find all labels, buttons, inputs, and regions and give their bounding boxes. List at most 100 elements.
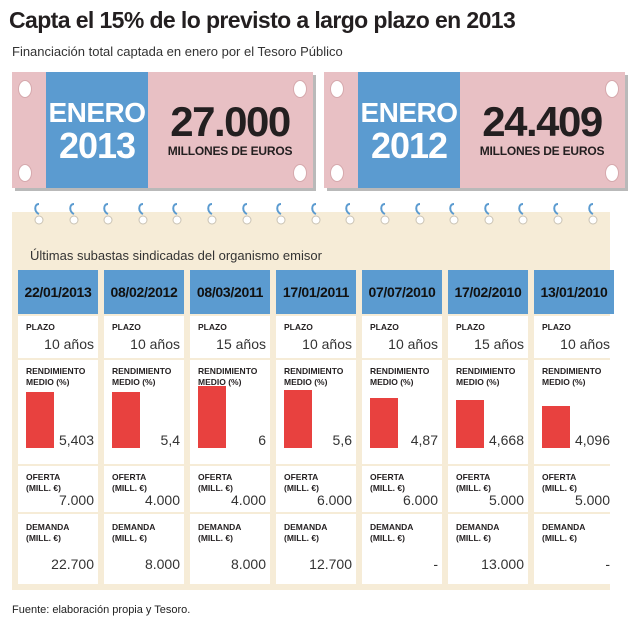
plazo-label: PLAZO	[198, 322, 227, 332]
demanda-label: DEMANDA (MILL. €)	[456, 522, 500, 543]
yield-value-label: 4,87	[410, 432, 438, 448]
spiral-ring-icon	[447, 202, 461, 228]
demanda-label: DEMANDA (MILL. €)	[198, 522, 242, 543]
spiral-ring-icon	[101, 202, 115, 228]
ticket-unit: MILLONES DE EUROS	[479, 144, 605, 158]
demanda-cell: DEMANDA (MILL. €) 13.000	[448, 514, 528, 584]
auction-date: 08/02/2012	[104, 270, 184, 314]
auction-column: 07/07/2010 PLAZO 10 años RENDIMIENTO MEDIO …	[362, 270, 442, 586]
spiral-ring-icon	[309, 202, 323, 228]
rendimiento-cell: RENDIMIENTO MEDIO (%) 6	[190, 360, 270, 464]
demanda-value: 8.000	[230, 556, 266, 572]
ticket-year: 2013	[58, 125, 136, 166]
auction-column: 13/01/2010 PLAZO 10 años RENDIMIENTO MEDIO …	[534, 270, 614, 586]
oferta-cell: OFERTA (MILL. €) 6.000	[362, 466, 442, 512]
yield-bar	[112, 392, 140, 448]
oferta-cell: OFERTA (MILL. €) 7.000	[18, 466, 98, 512]
plazo-value: 10 años	[44, 336, 94, 352]
demanda-label: DEMANDA (MILL. €)	[284, 522, 328, 543]
spiral-ring-icon	[482, 202, 496, 228]
spiral-ring-icon	[551, 202, 565, 228]
auction-date: 17/02/2010	[448, 270, 528, 314]
auction-date: 22/01/2013	[18, 270, 98, 314]
yield-value-label: 6	[258, 432, 266, 448]
ticket-notch	[605, 164, 619, 182]
rendimiento-label: RENDIMIENTO MEDIO (%)	[456, 366, 516, 387]
spiral-ring-icon	[274, 202, 288, 228]
demanda-value: 22.700	[51, 556, 94, 572]
plazo-cell: PLAZO 10 años	[104, 316, 184, 358]
rendimiento-label: RENDIMIENTO MEDIO (%)	[112, 366, 172, 387]
demanda-value: -	[433, 556, 438, 572]
rendimiento-cell: RENDIMIENTO MEDIO (%) 5,4	[104, 360, 184, 464]
page-subtitle: Financiación total captada en enero por …	[12, 44, 343, 59]
spiral-ring-icon	[136, 202, 150, 228]
yield-bar	[26, 392, 54, 448]
oferta-label: OFERTA (MILL. €)	[112, 472, 147, 493]
demanda-value: -	[605, 556, 610, 572]
demanda-value: 13.000	[481, 556, 524, 572]
plazo-value: 10 años	[388, 336, 438, 352]
plazo-label: PLAZO	[112, 322, 141, 332]
ticket-amount: 27.000	[170, 98, 291, 145]
spiral-ring-icon	[586, 202, 600, 228]
page-title: Capta el 15% de lo previsto a largo plaz…	[9, 7, 516, 33]
ticket-notch	[330, 164, 344, 182]
source-note: Fuente: elaboración propia y Tesoro.	[12, 604, 191, 616]
rendimiento-cell: RENDIMIENTO MEDIO (%) 4,87	[362, 360, 442, 464]
oferta-label: OFERTA (MILL. €)	[370, 472, 405, 493]
ticket-notch	[293, 164, 307, 182]
rendimiento-label: RENDIMIENTO MEDIO (%)	[284, 366, 344, 387]
oferta-value: 7.000	[58, 492, 94, 508]
auction-column: 17/02/2010 PLAZO 15 años RENDIMIENTO MEDIO …	[448, 270, 528, 586]
spiral-ring-icon	[378, 202, 392, 228]
spiral-ring-icon	[343, 202, 357, 228]
auction-date: 17/01/2011	[276, 270, 356, 314]
yield-value-label: 4,668	[488, 432, 524, 448]
demanda-label: DEMANDA (MILL. €)	[370, 522, 414, 543]
demanda-cell: DEMANDA (MILL. €) 8.000	[190, 514, 270, 584]
yield-value-label: 4,096	[574, 432, 610, 448]
ticket-enero-2013: ENERO 2013 27.000 MILLONES DE EUROS	[12, 72, 313, 188]
yield-bar	[370, 398, 398, 448]
demanda-cell: DEMANDA (MILL. €) 8.000	[104, 514, 184, 584]
plazo-label: PLAZO	[456, 322, 485, 332]
auction-date: 13/01/2010	[534, 270, 614, 314]
rendimiento-label: RENDIMIENTO MEDIO (%)	[26, 366, 86, 387]
demanda-cell: DEMANDA (MILL. €) -	[534, 514, 614, 584]
plazo-label: PLAZO	[370, 322, 399, 332]
notebook-caption: Últimas subastas sindicadas del organism…	[30, 248, 322, 263]
ticket-unit: MILLONES DE EUROS	[167, 144, 293, 158]
rendimiento-cell: RENDIMIENTO MEDIO (%) 5,403	[18, 360, 98, 464]
plazo-value: 15 años	[216, 336, 266, 352]
plazo-label: PLAZO	[542, 322, 571, 332]
oferta-value: 4.000	[230, 492, 266, 508]
oferta-cell: OFERTA (MILL. €) 5.000	[448, 466, 528, 512]
auction-column: 08/02/2012 PLAZO 10 años RENDIMIENTO MEDIO …	[104, 270, 184, 586]
rendimiento-cell: RENDIMIENTO MEDIO (%) 4,668	[448, 360, 528, 464]
ticket-year: 2012	[370, 125, 448, 166]
rendimiento-label: RENDIMIENTO MEDIO (%)	[542, 366, 602, 387]
yield-value-label: 5,403	[58, 432, 94, 448]
ticket-label: ENERO	[360, 97, 458, 128]
auction-column: 17/01/2011 PLAZO 10 años RENDIMIENTO MEDIO …	[276, 270, 356, 586]
plazo-cell: PLAZO 15 años	[190, 316, 270, 358]
oferta-value: 5.000	[488, 492, 524, 508]
auction-date: 07/07/2010	[362, 270, 442, 314]
spiral-ring-icon	[516, 202, 530, 228]
rendimiento-cell: RENDIMIENTO MEDIO (%) 5,6	[276, 360, 356, 464]
auction-column: 08/03/2011 PLAZO 15 años RENDIMIENTO MEDIO …	[190, 270, 270, 586]
auction-date: 08/03/2011	[190, 270, 270, 314]
rendimiento-label: RENDIMIENTO MEDIO (%)	[198, 366, 258, 387]
yield-bar	[542, 406, 570, 448]
spiral-ring-icon	[413, 202, 427, 228]
auction-column: 22/01/2013 PLAZO 10 años RENDIMIENTO MEDIO …	[18, 270, 98, 586]
oferta-label: OFERTA (MILL. €)	[198, 472, 233, 493]
plazo-label: PLAZO	[284, 322, 313, 332]
plazo-cell: PLAZO 15 años	[448, 316, 528, 358]
oferta-value: 6.000	[316, 492, 352, 508]
plazo-cell: PLAZO 10 años	[534, 316, 614, 358]
oferta-cell: OFERTA (MILL. €) 5.000	[534, 466, 614, 512]
oferta-value: 4.000	[144, 492, 180, 508]
ticket-notch	[293, 80, 307, 98]
